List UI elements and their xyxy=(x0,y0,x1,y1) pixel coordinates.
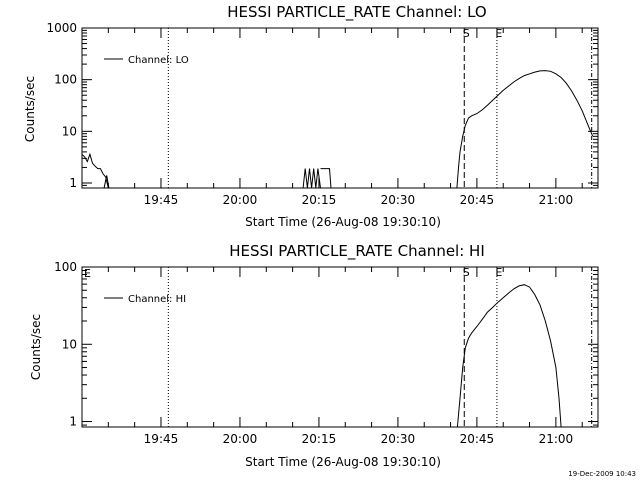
lo-y-tick-label: 1 xyxy=(69,176,77,190)
hi-plot-frame xyxy=(81,266,599,428)
hi-x-tick-label: 20:00 xyxy=(223,432,258,446)
hi-legend-label: Channel: HI xyxy=(128,294,186,305)
lo-marker-label: E xyxy=(495,27,502,40)
hi-x-tick-label: 20:45 xyxy=(460,432,495,446)
lo-series-line xyxy=(103,175,110,189)
hi-marker-label: E xyxy=(495,266,502,279)
lo-channel-panel: HESSI PARTICLE_RATE Channel: LO Counts/s… xyxy=(23,3,599,229)
hi-channel-panel: HESSI PARTICLE_RATE Channel: HI Counts/s… xyxy=(29,242,599,469)
lo-series-line xyxy=(456,70,594,189)
lo-plot-frame xyxy=(81,27,599,189)
hi-legend: Channel: HI xyxy=(104,294,186,305)
hi-y-tick-label: 1 xyxy=(69,415,77,429)
hi-y-axis-label: Counts/sec xyxy=(29,314,43,380)
hi-series-line xyxy=(456,284,562,428)
lo-x-tick-label: 19:45 xyxy=(144,193,179,207)
lo-x-tick-label: 20:45 xyxy=(460,193,495,207)
lo-legend-label: Channel: LO xyxy=(128,55,189,66)
hi-corner-e-label: E xyxy=(84,267,91,280)
lo-y-tick-label: 1000 xyxy=(46,21,77,35)
lo-x-tick-label: 20:15 xyxy=(302,193,337,207)
lo-x-axis-label: Start Time (26-Aug-08 19:30:10) xyxy=(245,215,441,229)
lo-series-line xyxy=(302,168,321,189)
hi-y-tick-label: 10 xyxy=(62,337,77,351)
lo-marker-label: S xyxy=(463,27,470,40)
lo-series-line xyxy=(81,152,109,189)
hi-chart-title: HESSI PARTICLE_RATE Channel: HI xyxy=(229,242,485,261)
hi-y-tick-label: 100 xyxy=(54,260,77,274)
lo-y-tick-label: 100 xyxy=(54,73,77,87)
hi-marker-label: S xyxy=(463,266,470,279)
lo-x-tick-label: 20:30 xyxy=(381,193,416,207)
hi-x-axis-label: Start Time (26-Aug-08 19:30:10) xyxy=(245,455,441,469)
lo-x-tick-label: 21:00 xyxy=(539,193,574,207)
lo-series-line xyxy=(320,168,332,189)
hi-x-tick-label: 19:45 xyxy=(144,432,179,446)
hi-x-tick-label: 21:00 xyxy=(539,432,574,446)
hi-x-tick-label: 20:30 xyxy=(381,432,416,446)
lo-x-tick-label: 20:00 xyxy=(223,193,258,207)
lo-chart-title: HESSI PARTICLE_RATE Channel: LO xyxy=(227,3,486,22)
lo-y-tick-label: 10 xyxy=(62,124,77,138)
hi-x-tick-label: 20:15 xyxy=(302,432,337,446)
generation-timestamp: 19-Dec-2009 10:43 xyxy=(568,470,636,478)
lo-legend: Channel: LO xyxy=(104,55,189,66)
lo-y-axis-label: Counts/sec xyxy=(23,76,37,142)
